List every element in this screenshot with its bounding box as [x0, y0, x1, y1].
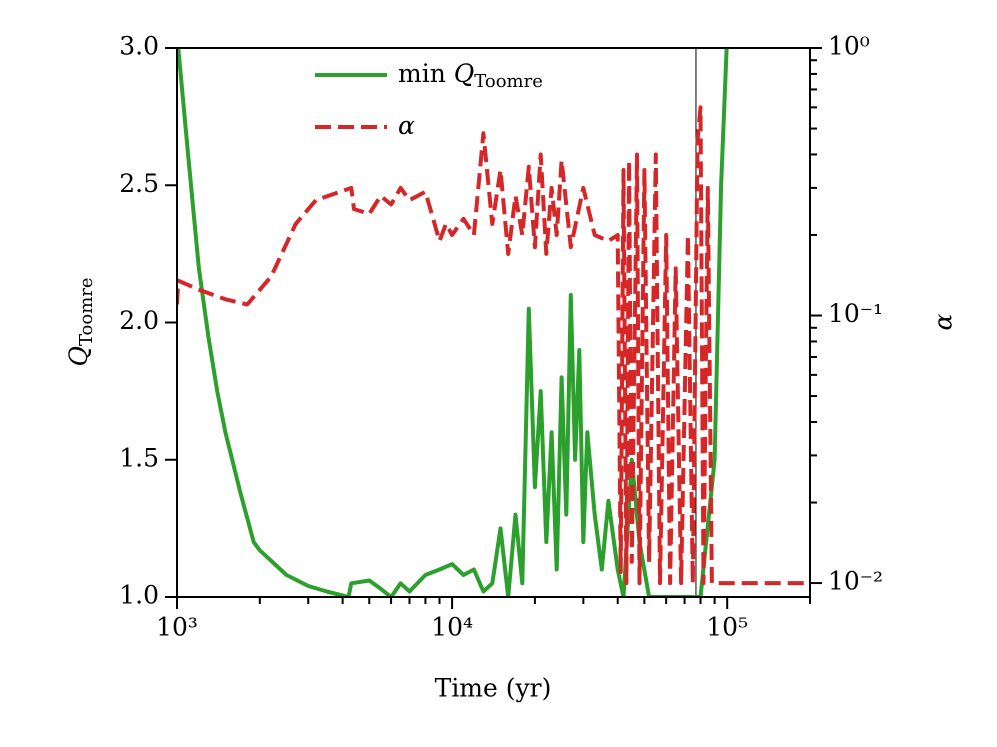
y2-tick-label: 10⁰: [828, 32, 870, 61]
y2-axis-label: α: [929, 313, 958, 330]
axes-frame: [176, 47, 811, 598]
legend-name-symbol: Q: [454, 59, 475, 88]
y-tick-label: 2.5: [119, 169, 159, 198]
legend-name: min: [398, 59, 454, 88]
y-tick-label: 3.0: [119, 32, 159, 61]
x-tick-label: 10³: [156, 613, 198, 642]
y2-tick-label: 10⁻²: [828, 567, 883, 596]
legend-name: α: [398, 111, 415, 140]
x-tick-label: 10⁴: [431, 613, 473, 642]
y-tick-label: 1.0: [119, 581, 159, 610]
legend-entry: min QToomre: [398, 59, 543, 93]
x-tick-label: 10⁵: [706, 613, 748, 642]
y-label-main: Q: [64, 346, 93, 367]
x-axis-label: Time (yr): [435, 674, 552, 703]
y2-tick-label: 10⁻¹: [828, 299, 883, 328]
y-label-sub: Toomre: [76, 277, 97, 346]
legend-entry: α: [398, 111, 415, 140]
legend-name-sub: Toomre: [474, 71, 543, 92]
y-tick-label: 1.5: [119, 443, 159, 472]
series-line: [177, 48, 729, 597]
plot-area: [177, 48, 810, 597]
series-line: [177, 105, 810, 586]
y-tick-label: 2.0: [119, 306, 159, 335]
y-axis-label: QToomre: [64, 277, 98, 366]
